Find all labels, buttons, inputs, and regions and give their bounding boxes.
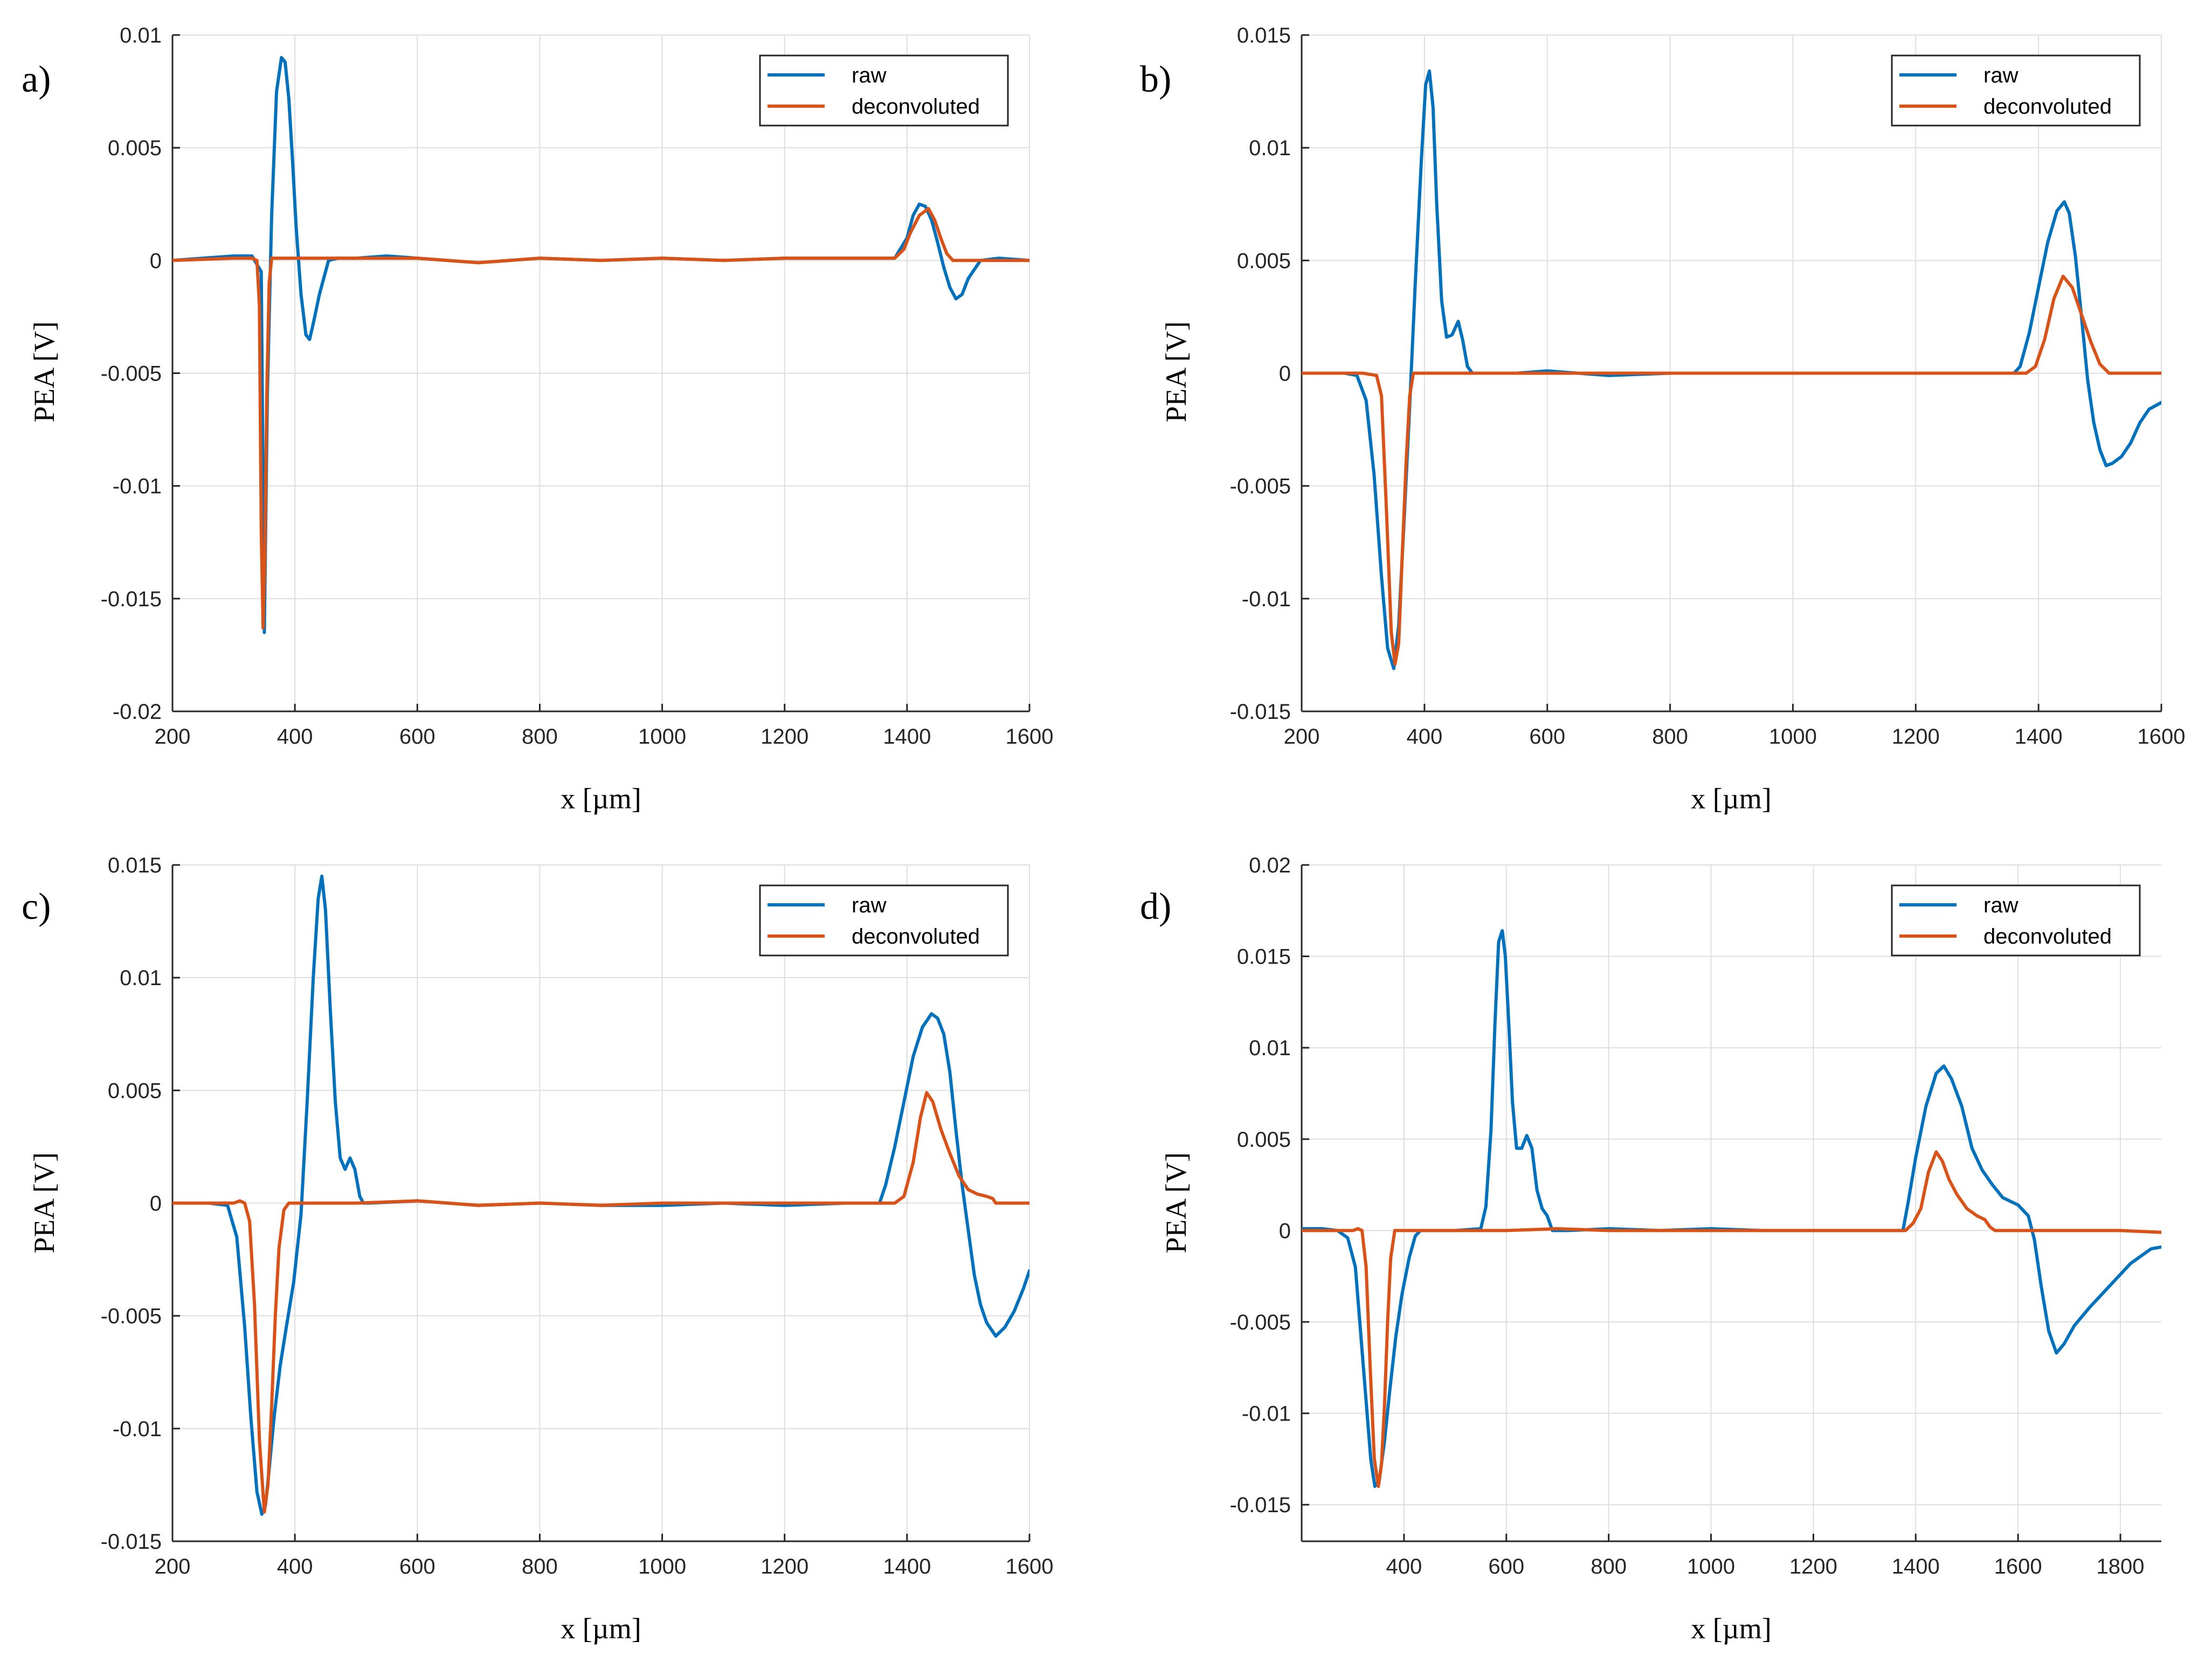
x-tick-label: 1800 — [2097, 1555, 2145, 1578]
legend-box — [759, 884, 1009, 957]
y-tick-label: 0 — [150, 249, 162, 273]
x-tick-label: 600 — [1529, 725, 1565, 749]
legend-label: raw — [852, 64, 887, 87]
x-tick-label: 400 — [1406, 725, 1442, 749]
y-tick-label: 0.015 — [108, 854, 162, 877]
legend-label: deconvoluted — [852, 95, 980, 119]
x-tick-label: 800 — [522, 1555, 558, 1578]
y-tick-label: -0.015 — [1230, 700, 1291, 724]
y-tick-label: -0.01 — [113, 1417, 162, 1441]
y-tick-label: 0.01 — [120, 24, 162, 47]
y-tick-label: 0.005 — [1237, 249, 1291, 273]
y-tick-label: 0.005 — [1237, 1128, 1291, 1152]
x-tick-label: 600 — [399, 725, 436, 749]
x-tick-label: 1400 — [883, 1555, 931, 1578]
x-tick-label: 1600 — [1006, 1555, 1054, 1578]
y-tick-label: 0.02 — [1249, 854, 1291, 877]
y-tick-label: 0 — [150, 1192, 162, 1216]
y-tick-label: 0.015 — [1237, 945, 1291, 969]
x-tick-label: 800 — [1591, 1555, 1627, 1578]
y-tick-label: -0.01 — [1242, 1402, 1291, 1426]
y-axis-label: PEA [V] — [28, 1152, 60, 1254]
x-tick-label: 1600 — [1994, 1555, 2042, 1578]
legend-label: raw — [852, 894, 887, 917]
legend-label: deconvoluted — [1983, 925, 2112, 948]
x-tick-label: 1000 — [1769, 725, 1817, 749]
panel-label: d) — [1140, 886, 1171, 927]
x-tick-label: 1400 — [883, 725, 931, 749]
x-tick-label: 1200 — [1892, 725, 1940, 749]
x-tick-label: 1000 — [638, 725, 686, 749]
x-tick-label: 1000 — [638, 1555, 686, 1578]
x-tick-label: 800 — [522, 725, 558, 749]
y-axis-label: PEA [V] — [1160, 1152, 1192, 1254]
plot-area — [1302, 865, 2161, 1541]
legend-box — [1891, 54, 2141, 127]
y-tick-label: 0.01 — [1249, 1036, 1291, 1060]
legend-label: raw — [1983, 894, 2019, 917]
panel-d: 400 600 800 1000 1200 1400 1600 1800 -0.015 -0.01… — [1140, 854, 2161, 1645]
x-tick-label: 200 — [155, 1555, 191, 1578]
x-tick-label: 200 — [1284, 725, 1320, 749]
series-line-raw — [1302, 929, 2161, 1488]
x-tick-label: 1400 — [2015, 725, 2063, 749]
x-tick-label: 1200 — [761, 725, 808, 749]
y-tick-label: 0.005 — [108, 136, 162, 160]
panel-a: 200 400 600 800 1000 1200 1400 1600 -0.02 -0.015 -… — [22, 24, 1053, 815]
y-tick-label: -0.005 — [101, 1305, 162, 1328]
legend-label: deconvoluted — [1983, 95, 2112, 119]
y-tick-label: 0 — [1279, 362, 1291, 386]
x-tick-label: 1000 — [1687, 1555, 1735, 1578]
x-tick-label: 400 — [277, 725, 313, 749]
series-line-deconvoluted — [1302, 274, 2161, 666]
series-line-deconvoluted — [172, 1091, 1029, 1514]
y-tick-label: -0.015 — [101, 587, 162, 611]
y-axis-label: PEA [V] — [1160, 321, 1192, 423]
x-axis-label: x [µm] — [561, 782, 641, 815]
y-tick-label: -0.015 — [1230, 1493, 1291, 1517]
y-tick-label: -0.015 — [101, 1530, 162, 1554]
series-line-deconvoluted — [172, 207, 1029, 630]
x-tick-label: 800 — [1652, 725, 1688, 749]
y-tick-label: 0.01 — [120, 966, 162, 990]
x-tick-label: 400 — [1386, 1555, 1422, 1578]
y-tick-label: 0.01 — [1249, 136, 1291, 160]
y-tick-label: 0 — [1279, 1219, 1291, 1243]
y-tick-label: 0.005 — [108, 1079, 162, 1103]
x-axis-label: x [µm] — [1691, 1612, 1772, 1645]
x-tick-label: 1600 — [2138, 725, 2186, 749]
series-line-deconvoluted — [1302, 1150, 2161, 1488]
x-axis-label: x [µm] — [1691, 782, 1772, 815]
y-tick-label: -0.01 — [1242, 587, 1291, 611]
x-tick-label: 400 — [277, 1555, 313, 1578]
x-tick-label: 1200 — [1789, 1555, 1837, 1578]
panel-label: c) — [22, 886, 51, 927]
y-tick-label: -0.005 — [1230, 1311, 1291, 1334]
x-tick-label: 1600 — [1006, 725, 1054, 749]
y-tick-label: -0.02 — [113, 700, 162, 724]
x-tick-label: 1400 — [1892, 1555, 1940, 1578]
x-tick-label: 600 — [399, 1555, 436, 1578]
panel-label: a) — [22, 59, 51, 100]
y-tick-label: -0.005 — [101, 362, 162, 386]
x-tick-label: 200 — [155, 725, 191, 749]
y-tick-label: -0.005 — [1230, 475, 1291, 498]
legend-box — [1891, 884, 2141, 957]
y-axis-label: PEA [V] — [28, 321, 60, 423]
x-tick-label: 1200 — [761, 1555, 808, 1578]
panel-b: 200 400 600 800 1000 1200 1400 1600 -0.015 -0.01 -… — [1140, 24, 2185, 815]
panel-label: b) — [1140, 59, 1171, 100]
x-axis-label: x [µm] — [561, 1612, 641, 1645]
y-tick-label: 0.015 — [1237, 24, 1291, 47]
legend-box — [759, 54, 1009, 127]
x-tick-label: 600 — [1488, 1555, 1524, 1578]
legend-label: deconvoluted — [852, 925, 980, 948]
y-tick-label: -0.01 — [113, 475, 162, 498]
legend-label: raw — [1983, 64, 2019, 87]
panel-c: 200 400 600 800 1000 1200 1400 1600 -0.015 -0.01 -… — [22, 854, 1053, 1645]
